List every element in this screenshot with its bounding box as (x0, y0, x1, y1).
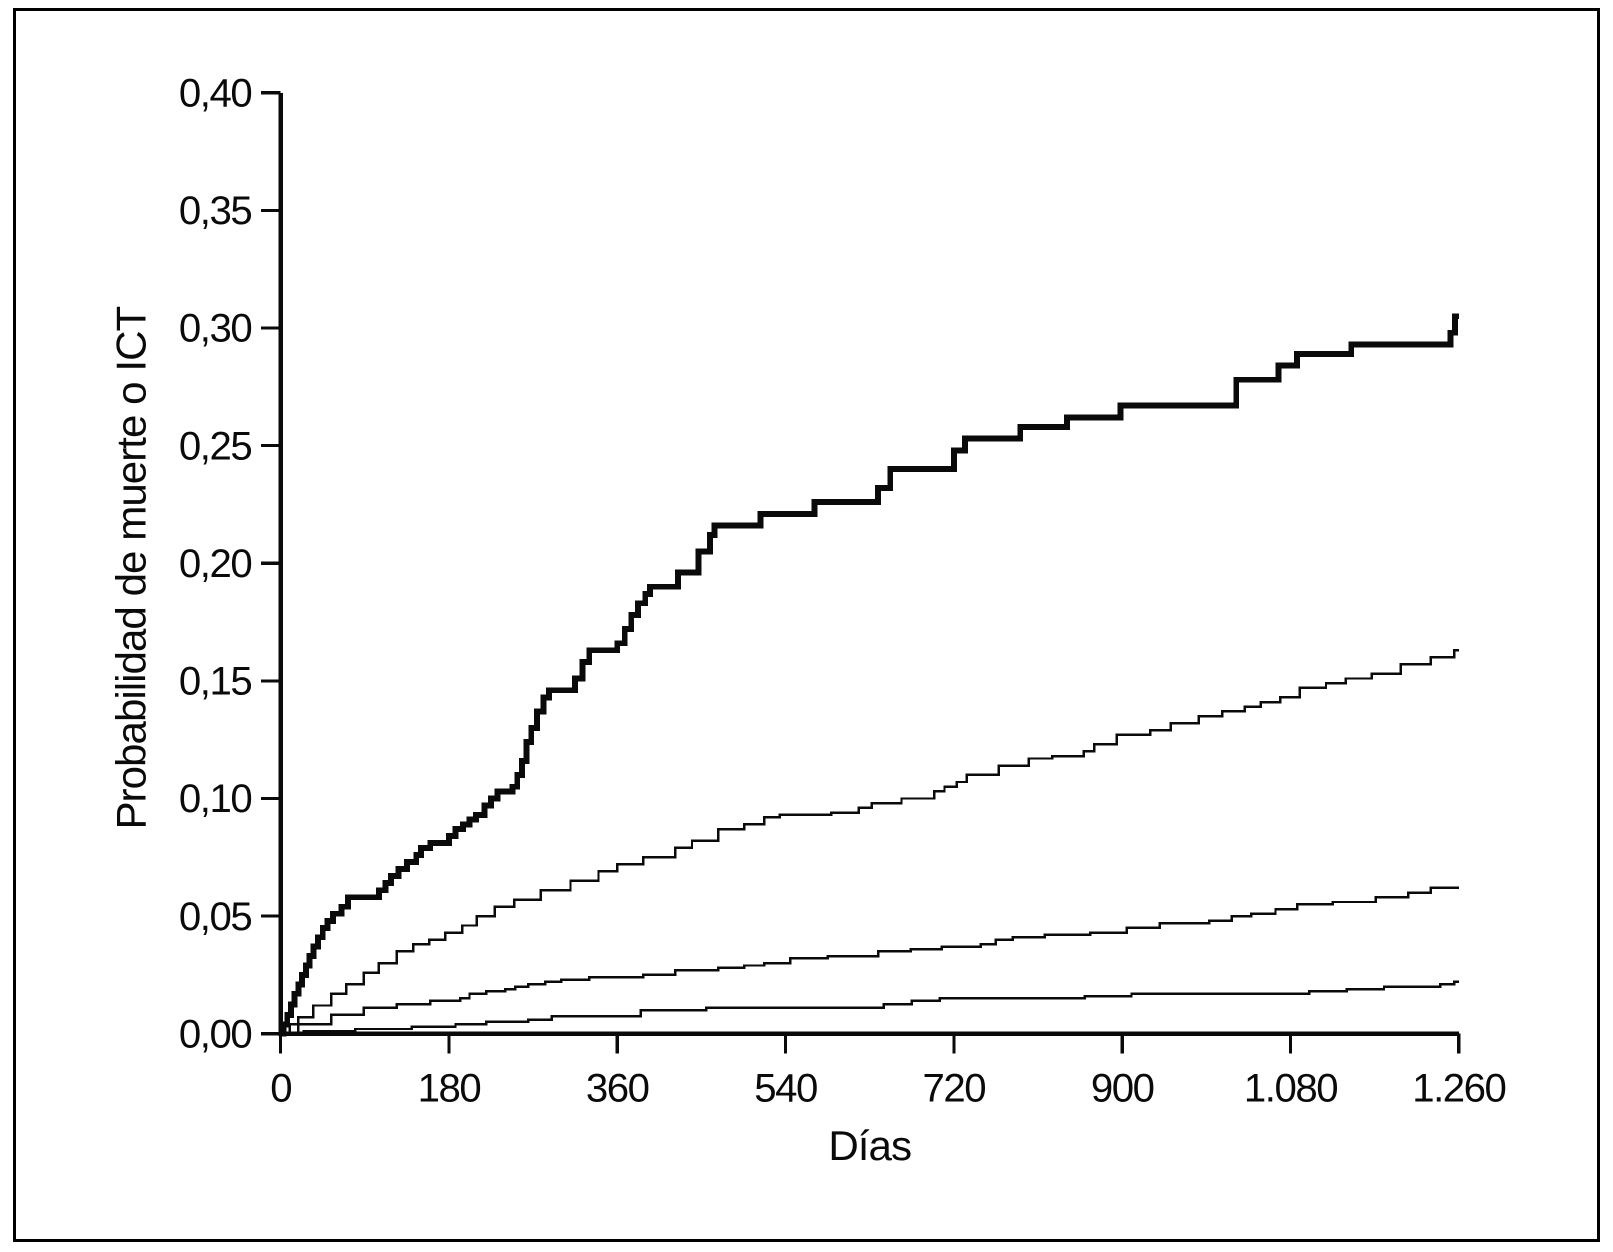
axes-layer: 0 180 360 540 720 900 1.080 1.260 0,00 0,05 0,10 0,… (179, 70, 1507, 1110)
curve-1-upper-thick (280, 313, 1459, 1037)
y-tick-label-5: 0,25 (179, 423, 251, 468)
curve-3-third (280, 886, 1459, 1035)
curve-2-second (280, 649, 1459, 1035)
y-tick-label-2: 0,10 (179, 776, 251, 821)
x-axis-title: Días (828, 1122, 911, 1169)
x-tick-label-4: 720 (923, 1065, 986, 1110)
y-tick-label-1: 0,05 (179, 894, 251, 939)
y-axis-title: Probabilidad de muerte o ICT (107, 307, 154, 830)
km-step-chart: 0 180 360 540 720 900 1.080 1.260 0,00 0,05 0,10 0,… (107, 70, 1507, 1169)
y-tick-label-7: 0,35 (179, 188, 251, 233)
y-tick-label-3: 0,15 (179, 659, 251, 704)
x-tick-label-6: 1.080 (1244, 1065, 1337, 1110)
x-tick-label-3: 540 (754, 1065, 817, 1110)
curves-layer (280, 313, 1459, 1037)
y-tick-label-0: 0,00 (179, 1011, 251, 1056)
x-tick-label-1: 180 (418, 1065, 481, 1110)
y-tick-label-6: 0,30 (179, 306, 251, 351)
y-tick-label-8: 0,40 (179, 70, 251, 115)
figure-frame: 0 180 360 540 720 900 1.080 1.260 0,00 0,05 0,10 0,… (13, 8, 1600, 1242)
x-tick-label-7: 1.260 (1412, 1065, 1505, 1110)
x-tick-label-5: 900 (1091, 1065, 1154, 1110)
x-tick-label-2: 360 (586, 1065, 649, 1110)
curve-4-lowest (280, 980, 1459, 1035)
x-tick-label-0: 0 (270, 1065, 291, 1110)
axis-lines (278, 92, 1459, 1036)
y-tick-label-4: 0,20 (179, 541, 251, 586)
